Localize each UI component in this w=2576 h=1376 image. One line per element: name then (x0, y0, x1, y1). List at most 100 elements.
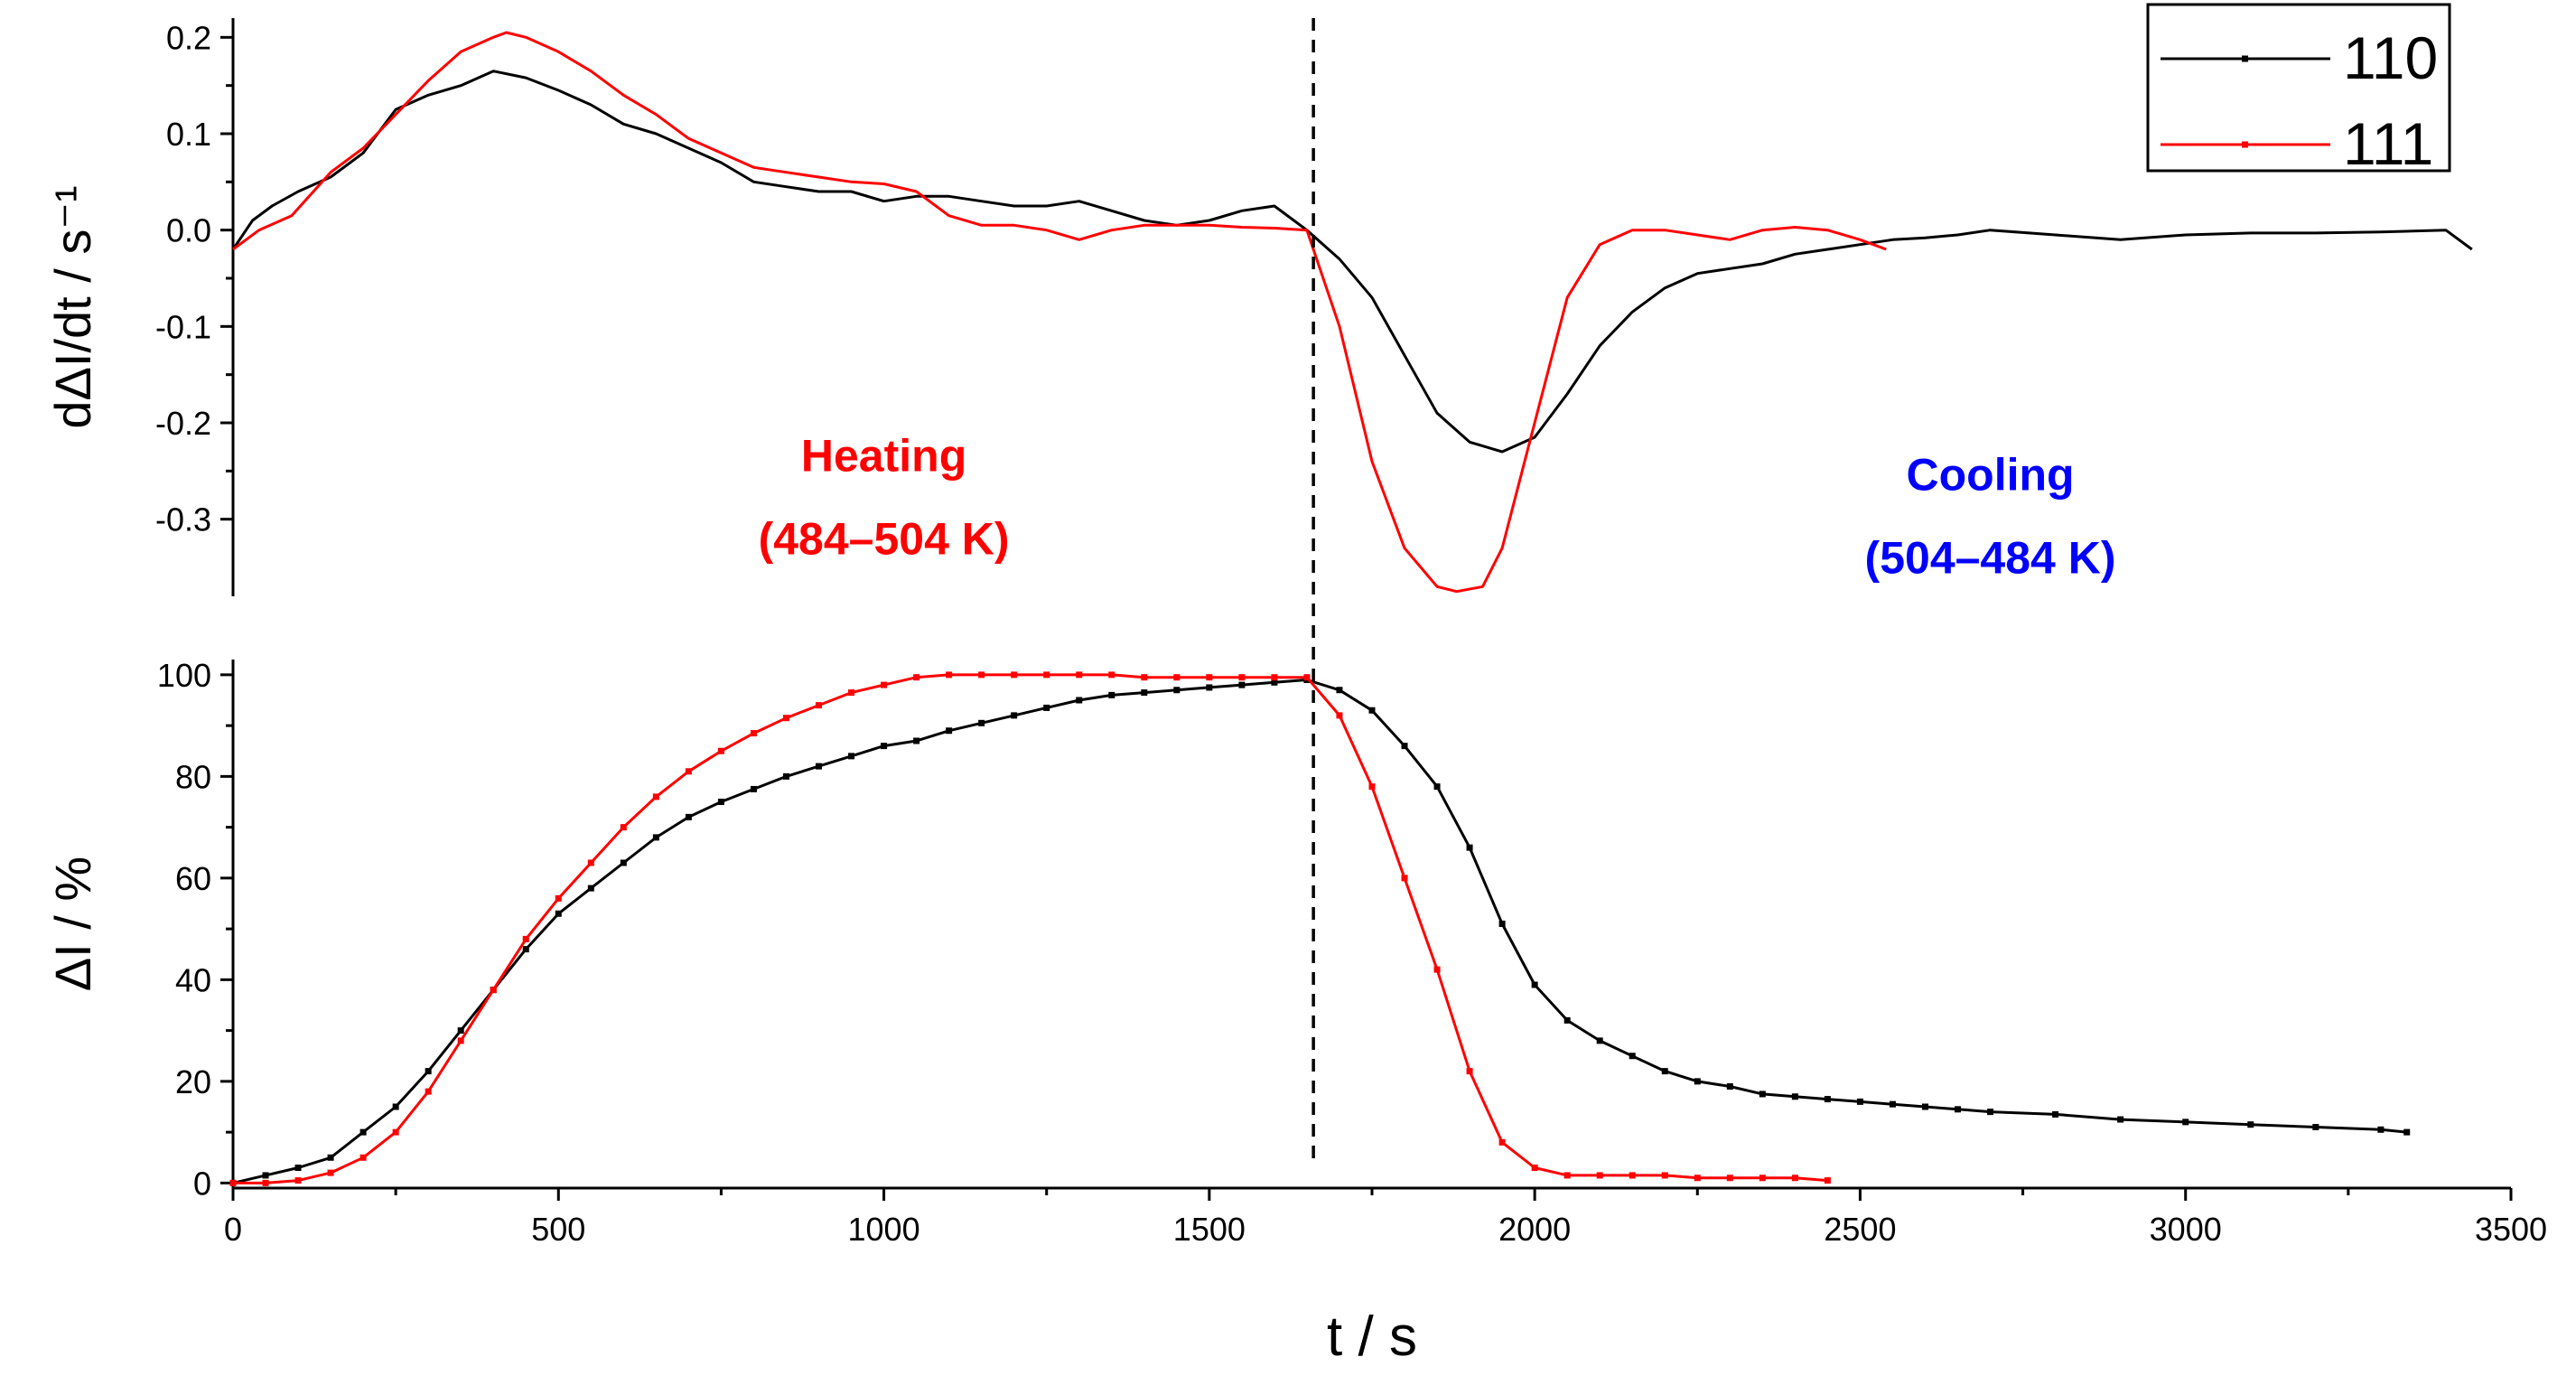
data-point-bottom-111 (1141, 674, 1148, 681)
data-point-bottom-110 (1076, 697, 1083, 704)
data-point-bottom-110 (978, 719, 985, 726)
data-point-bottom-111 (1629, 1172, 1636, 1179)
data-point-bottom-111 (327, 1169, 334, 1176)
annotation-cooling-line: (504–484 K) (1865, 533, 2116, 584)
y-tick-label-top: 0.2 (166, 19, 211, 56)
data-point-bottom-110 (522, 946, 529, 953)
y-tick-label-bottom: 20 (175, 1063, 211, 1100)
data-point-bottom-110 (1466, 844, 1473, 851)
data-point-bottom-111 (1531, 1165, 1538, 1171)
y-tick-label-top: 0.0 (166, 212, 211, 249)
data-point-bottom-111 (816, 702, 823, 709)
data-point-bottom-110 (1238, 681, 1246, 688)
data-point-bottom-111 (1368, 783, 1376, 791)
data-point-bottom-110 (1694, 1078, 1701, 1085)
data-point-bottom-111 (1108, 671, 1115, 679)
data-point-bottom-111 (652, 793, 659, 800)
x-tick-label: 1000 (848, 1211, 920, 1248)
data-point-bottom-110 (587, 885, 594, 892)
data-point-bottom-111 (1694, 1175, 1701, 1182)
data-point-bottom-110 (685, 813, 692, 820)
data-point-bottom-111 (587, 859, 594, 866)
data-point-bottom-111 (490, 987, 497, 994)
data-point-bottom-110 (1011, 712, 1018, 719)
data-point-bottom-111 (1791, 1175, 1798, 1182)
y-axis-label-top: dΔI/dt / s⁻¹ (44, 185, 101, 428)
legend-marker-110 (2242, 55, 2248, 62)
data-point-bottom-110 (2403, 1128, 2411, 1136)
x-tick-label: 1500 (1173, 1211, 1246, 1248)
y-tick-label-bottom: 80 (175, 758, 211, 795)
data-point-bottom-111 (685, 768, 692, 775)
x-tick-label: 3500 (2475, 1211, 2547, 1248)
data-point-bottom-111 (1824, 1177, 1831, 1184)
legend-marker-111 (2242, 141, 2248, 148)
data-point-bottom-111 (1596, 1172, 1603, 1179)
data-point-bottom-111 (1759, 1175, 1766, 1182)
data-point-bottom-111 (1271, 674, 1278, 681)
data-point-bottom-110 (1726, 1083, 1733, 1090)
data-point-bottom-110 (294, 1165, 302, 1171)
data-point-bottom-111 (392, 1128, 399, 1136)
data-point-bottom-111 (1563, 1172, 1571, 1179)
annotation-heating-line: Heating (801, 430, 966, 481)
data-point-bottom-110 (555, 910, 562, 917)
legend-box (2146, 3, 2451, 173)
annotation-cooling-line: Cooling (1907, 450, 2075, 501)
y-tick-label-bottom: 60 (175, 860, 211, 897)
data-point-bottom-110 (1955, 1106, 1962, 1113)
data-point-bottom-110 (1759, 1091, 1766, 1098)
data-point-bottom-111 (555, 894, 562, 902)
data-point-bottom-110 (457, 1027, 464, 1034)
data-point-bottom-110 (1433, 783, 1441, 791)
data-point-bottom-111 (1303, 674, 1311, 681)
data-point-bottom-111 (946, 671, 953, 679)
data-point-bottom-110 (946, 727, 953, 735)
data-point-bottom-110 (1661, 1068, 1668, 1075)
x-tick-label: 0 (224, 1211, 242, 1248)
data-point-bottom-111 (229, 1179, 237, 1186)
data-point-bottom-111 (1433, 966, 1441, 973)
data-point-bottom-110 (2052, 1110, 2059, 1118)
legend-label-110: 110 (2343, 24, 2438, 91)
data-point-bottom-111 (1173, 674, 1181, 681)
data-point-bottom-111 (1206, 674, 1213, 681)
panel-bottom: 0 20 40 60 80 100 ΔI / % (44, 657, 2411, 1202)
data-point-bottom-111 (848, 689, 855, 697)
y-tick-label-top: -0.1 (155, 308, 211, 345)
x-tick-label: 2500 (1824, 1211, 1896, 1248)
data-point-bottom-110 (359, 1128, 367, 1136)
data-point-bottom-111 (457, 1037, 464, 1044)
y-tick-label-bottom: 40 (175, 961, 211, 998)
data-point-bottom-110 (1921, 1103, 1928, 1110)
data-point-bottom-110 (816, 763, 823, 770)
data-point-bottom-110 (1889, 1100, 1896, 1108)
data-point-bottom-110 (1856, 1098, 1863, 1105)
data-point-bottom-111 (1336, 712, 1343, 719)
data-point-bottom-111 (1076, 671, 1083, 679)
data-point-bottom-111 (881, 681, 888, 688)
data-point-bottom-110 (1336, 687, 1343, 694)
data-point-bottom-111 (782, 715, 789, 722)
series-line-bottom-111 (233, 673, 1828, 1184)
data-point-bottom-111 (913, 674, 920, 681)
data-point-bottom-110 (1596, 1037, 1603, 1044)
data-point-bottom-111 (1011, 671, 1018, 679)
data-point-bottom-110 (1043, 704, 1050, 711)
data-point-bottom-111 (1238, 674, 1246, 681)
data-point-bottom-111 (750, 730, 757, 737)
data-point-bottom-111 (522, 935, 529, 942)
data-point-bottom-111 (1661, 1172, 1668, 1179)
data-point-bottom-110 (1563, 1016, 1571, 1024)
data-point-bottom-111 (359, 1154, 367, 1161)
data-point-bottom-110 (2377, 1126, 2385, 1133)
data-point-bottom-110 (1498, 921, 1506, 927)
data-point-bottom-110 (913, 737, 920, 744)
data-point-bottom-111 (1466, 1068, 1473, 1075)
data-point-bottom-110 (1173, 687, 1181, 694)
annotation-heating-line: (484–504 K) (759, 513, 1010, 564)
data-point-bottom-111 (717, 747, 724, 754)
data-point-bottom-110 (1108, 691, 1115, 698)
data-point-bottom-110 (1824, 1096, 1831, 1103)
